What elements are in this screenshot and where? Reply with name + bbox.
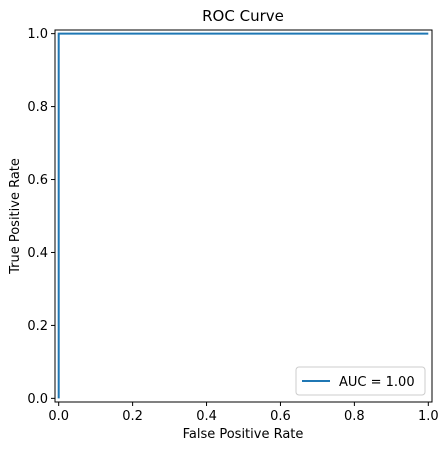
y-tick-label: 0.4 — [27, 246, 48, 261]
x-tick-label: 0.8 — [344, 409, 365, 424]
x-tick-label: 0.2 — [122, 409, 143, 424]
x-tick-label: 0.4 — [196, 409, 217, 424]
y-tick-label: 0.6 — [27, 173, 48, 188]
y-axis-label: True Positive Rate — [8, 158, 23, 275]
legend-box — [295, 366, 426, 396]
roc-series-line — [57, 32, 429, 399]
y-axis-ticks: 0.0 0.2 0.4 0.6 0.8 1.0 — [27, 27, 55, 407]
x-tick-label: 0.6 — [270, 409, 291, 424]
series-layer — [57, 32, 429, 399]
x-tick-label: 1.0 — [418, 409, 439, 424]
x-axis-label: False Positive Rate — [183, 427, 304, 442]
y-tick-label: 0.0 — [27, 392, 48, 407]
chart-title: ROC Curve — [202, 7, 284, 25]
legend: AUC = 1.00 — [295, 366, 426, 396]
x-axis-ticks: 0.0 0.2 0.4 0.6 0.8 1.0 — [48, 402, 439, 424]
plot-area-frame — [54, 29, 433, 403]
legend-label: AUC = 1.00 — [339, 375, 415, 390]
y-tick-label: 0.2 — [27, 319, 48, 334]
y-tick-label: 0.8 — [27, 100, 48, 115]
y-tick-label: 1.0 — [27, 27, 48, 42]
x-tick-label: 0.0 — [48, 409, 69, 424]
